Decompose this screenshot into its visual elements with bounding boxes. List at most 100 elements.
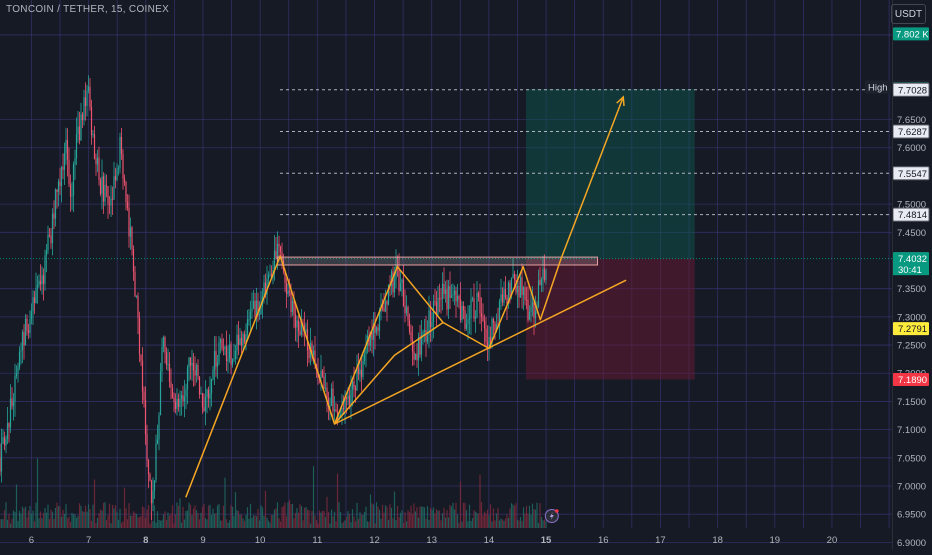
candle-body bbox=[276, 243, 279, 259]
volume-bar bbox=[407, 510, 409, 528]
candle-body bbox=[21, 332, 24, 351]
candle-body bbox=[129, 227, 132, 237]
volume-bar bbox=[273, 509, 276, 528]
volume-bar bbox=[120, 522, 123, 528]
resistance-zone[interactable] bbox=[276, 256, 599, 266]
volume-bar bbox=[245, 514, 247, 528]
candle-body bbox=[305, 329, 307, 332]
candle-body bbox=[141, 360, 144, 392]
candle-body bbox=[447, 286, 450, 310]
candle-body bbox=[117, 167, 120, 170]
volume-bar bbox=[137, 517, 139, 528]
candle-body bbox=[192, 363, 195, 371]
volume-bar bbox=[458, 522, 460, 528]
volume-bar bbox=[261, 507, 264, 528]
volume-bar bbox=[309, 523, 312, 528]
volume-bar bbox=[321, 510, 324, 528]
candle-body bbox=[303, 324, 306, 332]
volume-bar bbox=[510, 503, 513, 528]
price-tick-label: 6.9500 bbox=[897, 510, 926, 521]
volume-bar bbox=[320, 512, 322, 528]
volume-bar bbox=[113, 508, 115, 528]
volume-bar bbox=[117, 519, 120, 528]
price-axis[interactable]: 7.80007.65007.60007.50007.45007.35007.30… bbox=[897, 30, 926, 548]
pattern-line[interactable] bbox=[334, 279, 627, 425]
volume-bar bbox=[182, 506, 184, 528]
currency-button[interactable]: USDT bbox=[891, 4, 926, 24]
volume-bar bbox=[267, 520, 270, 528]
candle-body bbox=[227, 359, 229, 362]
volume-bar bbox=[68, 516, 70, 528]
volume-bar bbox=[251, 517, 253, 528]
candle-body bbox=[429, 310, 432, 328]
candle-body bbox=[149, 473, 151, 481]
volume-bar bbox=[515, 503, 517, 528]
candle-body bbox=[47, 234, 49, 251]
volume-bar bbox=[210, 514, 213, 528]
volume-bar bbox=[372, 504, 375, 528]
stop-zone[interactable] bbox=[526, 258, 695, 380]
volume-bar bbox=[188, 502, 190, 528]
volume-bar bbox=[483, 511, 486, 528]
volume-bar bbox=[258, 520, 261, 528]
lightning-alert-icon[interactable] bbox=[544, 509, 559, 523]
candle-body bbox=[419, 337, 421, 355]
candle-body bbox=[522, 287, 525, 296]
candle-body bbox=[332, 388, 334, 411]
candle-body bbox=[321, 370, 324, 377]
time-axis[interactable]: 6 7 8 9 10 11 12 13 14 15 16 17 18 19 20 bbox=[29, 535, 837, 546]
candle-body bbox=[146, 434, 148, 461]
projection-arrow-head[interactable] bbox=[616, 95, 625, 107]
lightning-icon-bolt[interactable] bbox=[549, 512, 554, 520]
volume-bar bbox=[306, 509, 309, 528]
candle-body bbox=[258, 314, 261, 316]
volume-bar bbox=[20, 513, 22, 528]
price-tick-label: 7.4500 bbox=[897, 228, 926, 239]
candle-body bbox=[215, 351, 217, 367]
volume-bar bbox=[62, 509, 64, 528]
candle-body bbox=[39, 280, 42, 285]
candle-body bbox=[240, 338, 243, 347]
candle-body bbox=[359, 369, 361, 375]
candle-body bbox=[506, 297, 508, 305]
volume-bar bbox=[512, 504, 514, 528]
candle-body bbox=[194, 370, 196, 376]
price-tick-label: 7.2500 bbox=[897, 341, 926, 352]
long-position-tool[interactable] bbox=[526, 88, 695, 380]
price-badge-bg bbox=[893, 372, 929, 386]
volume-bar bbox=[281, 507, 283, 528]
volume-bar bbox=[126, 519, 129, 528]
volume-bar bbox=[456, 514, 459, 528]
volume-bar bbox=[359, 512, 361, 528]
candle-body bbox=[63, 153, 66, 170]
candle-body bbox=[170, 381, 172, 388]
volume-bar bbox=[80, 505, 82, 528]
volume-bar bbox=[324, 516, 327, 528]
volume-bar bbox=[545, 521, 547, 528]
volume-bar bbox=[419, 506, 421, 528]
volume-bar bbox=[428, 519, 430, 528]
candle-body bbox=[347, 395, 349, 400]
pattern-drawings[interactable] bbox=[185, 95, 627, 498]
candle-body bbox=[411, 339, 414, 352]
candle-body bbox=[161, 346, 163, 372]
candle-body bbox=[420, 334, 423, 355]
volume-bar bbox=[156, 511, 159, 528]
candle-body bbox=[257, 300, 259, 316]
projection-arrow[interactable] bbox=[559, 96, 624, 261]
candle-body bbox=[11, 398, 13, 407]
candle-body bbox=[57, 181, 60, 193]
volume-bar bbox=[41, 518, 43, 528]
target-zone[interactable] bbox=[526, 88, 695, 259]
candle-body bbox=[210, 379, 213, 394]
candle-body bbox=[203, 407, 205, 411]
volume-bar bbox=[155, 522, 157, 528]
volume-bar bbox=[522, 507, 525, 528]
volume-bar bbox=[42, 512, 45, 528]
volume-bar bbox=[300, 506, 303, 528]
candle-body bbox=[68, 160, 70, 185]
volume-bar bbox=[383, 512, 385, 528]
pattern-line[interactable] bbox=[333, 321, 444, 425]
